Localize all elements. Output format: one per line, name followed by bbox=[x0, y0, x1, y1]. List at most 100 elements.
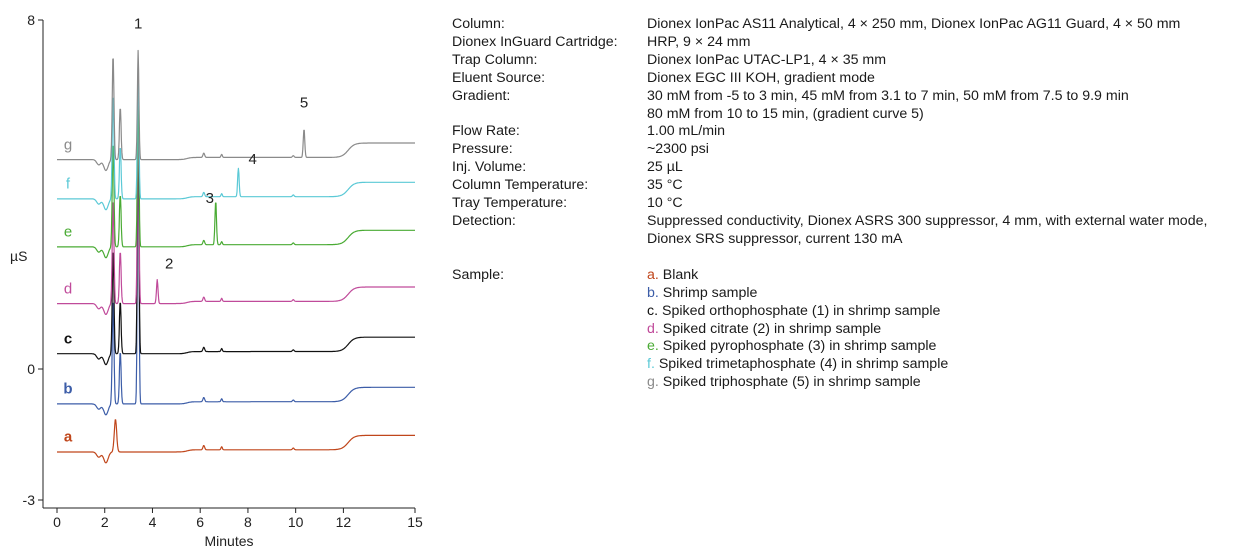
sample-item-letter: d. bbox=[647, 321, 659, 337]
info-label: Flow Rate: bbox=[452, 123, 647, 141]
info-label: Detection: bbox=[452, 213, 647, 249]
info-value-line: Dionex IonPac AS11 Analytical, 4 × 250 m… bbox=[647, 16, 1232, 34]
sample-item-text: Spiked trimetaphosphate (4) in shrimp sa… bbox=[655, 356, 948, 372]
info-value: 1.00 mL/min bbox=[647, 123, 1232, 141]
sample-item-text: Blank bbox=[659, 267, 698, 283]
x-tick-label-4: 8 bbox=[244, 514, 252, 530]
sample-label: Sample: bbox=[452, 267, 647, 392]
y-axis-label: µS bbox=[10, 248, 27, 264]
trace-d bbox=[57, 107, 415, 314]
y-tick-label-2: 8 bbox=[27, 12, 35, 28]
x-tick-label-1: 2 bbox=[101, 514, 109, 530]
peak-label-1: 1 bbox=[134, 16, 142, 33]
info-value: 10 °C bbox=[647, 195, 1232, 213]
x-tick-label-5: 10 bbox=[288, 514, 304, 530]
trace-e bbox=[57, 85, 415, 257]
x-tick-label-0: 0 bbox=[53, 514, 61, 530]
sample-list: a. Blank b. Shrimp sample c. Spiked orthop… bbox=[647, 267, 1232, 392]
x-tick-label-6: 12 bbox=[336, 514, 352, 530]
trace-label-b: b bbox=[63, 381, 72, 398]
info-value: Suppressed conductivity, Dionex ASRS 300… bbox=[647, 213, 1232, 249]
info-value: Dionex EGC III KOH, gradient mode bbox=[647, 70, 1232, 88]
peak-label-4: 4 bbox=[249, 151, 257, 168]
sample-item-letter: e. bbox=[647, 338, 659, 354]
x-tick-label-2: 4 bbox=[149, 514, 157, 530]
info-row: Tray Temperature: 10 °C bbox=[452, 195, 1232, 213]
info-value: Dionex IonPac UTAC-LP1, 4 × 35 mm bbox=[647, 52, 1232, 70]
sample-item: e. Spiked pyrophosphate (3) in shrimp sa… bbox=[647, 338, 1232, 356]
info-value: Dionex IonPac AS11 Analytical, 4 × 250 m… bbox=[647, 16, 1232, 34]
sample-item-letter: a. bbox=[647, 267, 659, 283]
info-row: Flow Rate: 1.00 mL/min bbox=[452, 123, 1232, 141]
info-value-line: Dionex IonPac UTAC-LP1, 4 × 35 mm bbox=[647, 52, 1232, 70]
sample-item: f. Spiked trimetaphosphate (4) in shrimp… bbox=[647, 356, 1232, 374]
peak-label-5: 5 bbox=[300, 94, 308, 111]
info-label: Column Temperature: bbox=[452, 177, 647, 195]
info-row: Trap Column: Dionex IonPac UTAC-LP1, 4 × … bbox=[452, 52, 1232, 70]
info-row: Column Temperature: 35 °C bbox=[452, 177, 1232, 195]
info-value-line: Suppressed conductivity, Dionex ASRS 300… bbox=[647, 213, 1232, 231]
peak-label-2: 2 bbox=[165, 256, 173, 273]
sample-item-letter: b. bbox=[647, 285, 659, 301]
x-axis-label: Minutes bbox=[204, 533, 253, 548]
info-value-line: 10 °C bbox=[647, 195, 1232, 213]
y-tick-label-1: 0 bbox=[27, 361, 35, 377]
sample-item-text: Spiked triphosphate (5) in shrimp sample bbox=[659, 374, 921, 390]
trace-label-g: g bbox=[64, 136, 72, 153]
info-value-line: 30 mM from -5 to 3 min, 45 mM from 3.1 t… bbox=[647, 88, 1232, 106]
sample-item-text: Shrimp sample bbox=[659, 285, 758, 301]
trace-b bbox=[57, 125, 415, 415]
info-value: ~2300 psi bbox=[647, 141, 1232, 159]
trace-label-c: c bbox=[64, 330, 72, 347]
info-label: Dionex InGuard Cartridge: bbox=[452, 34, 647, 52]
sample-item-letter: g. bbox=[647, 374, 659, 390]
info-value: 25 µL bbox=[647, 159, 1232, 177]
sample-item-text: Spiked orthophosphate (1) in shrimp samp… bbox=[658, 303, 940, 319]
info-label: Column: bbox=[452, 16, 647, 34]
info-value-line: 1.00 mL/min bbox=[647, 123, 1232, 141]
info-value: 30 mM from -5 to 3 min, 45 mM from 3.1 t… bbox=[647, 88, 1232, 124]
sample-item-letter: c. bbox=[647, 303, 658, 319]
x-tick-label-7: 15 bbox=[407, 514, 423, 530]
trace-label-f: f bbox=[66, 176, 71, 193]
sample-item-text: Spiked pyrophosphate (3) in shrimp sampl… bbox=[659, 338, 937, 354]
info-label: Eluent Source: bbox=[452, 70, 647, 88]
y-tick-label-0: -3 bbox=[23, 492, 36, 508]
info-label: Trap Column: bbox=[452, 52, 647, 70]
trace-label-d: d bbox=[64, 280, 72, 297]
peak-label-3: 3 bbox=[206, 190, 214, 207]
trace-g bbox=[57, 51, 415, 171]
info-value: HRP, 9 × 24 mm bbox=[647, 34, 1232, 52]
info-label: Pressure: bbox=[452, 141, 647, 159]
sample-item: c. Spiked orthophosphate (1) in shrimp s… bbox=[647, 303, 1232, 321]
info-value-line: Dionex EGC III KOH, gradient mode bbox=[647, 70, 1232, 88]
sample-item: b. Shrimp sample bbox=[647, 285, 1232, 303]
info-value-line: Dionex SRS suppressor, current 130 mA bbox=[647, 231, 1232, 249]
sample-item: a. Blank bbox=[647, 267, 1232, 285]
sample-row: Sample: a. Blank b. Shrimp sample c. Spiked… bbox=[452, 267, 1232, 392]
info-value-line: 80 mM from 10 to 15 min, (gradient curve… bbox=[647, 106, 1232, 124]
trace-f bbox=[57, 68, 415, 210]
trace-label-a: a bbox=[64, 429, 73, 446]
info-label: Inj. Volume: bbox=[452, 159, 647, 177]
info-value-line: 25 µL bbox=[647, 159, 1232, 177]
method-info-panel: Column: Dionex IonPac AS11 Analytical, 4 … bbox=[452, 16, 1232, 392]
sample-item-letter: f. bbox=[647, 356, 655, 372]
info-label: Tray Temperature: bbox=[452, 195, 647, 213]
sample-item: d. Spiked citrate (2) in shrimp sample bbox=[647, 321, 1232, 339]
x-tick-label-3: 6 bbox=[196, 514, 204, 530]
chromatogram-traces bbox=[57, 51, 415, 463]
info-value-line: 35 °C bbox=[647, 177, 1232, 195]
sample-item-text: Spiked citrate (2) in shrimp sample bbox=[659, 321, 881, 337]
trace-a bbox=[57, 420, 415, 463]
info-value-line: ~2300 psi bbox=[647, 141, 1232, 159]
info-row: Detection: Suppressed conductivity, Dione… bbox=[452, 213, 1232, 249]
info-value-line: HRP, 9 × 24 mm bbox=[647, 34, 1232, 52]
info-row: Gradient: 30 mM from -5 to 3 min, 45 mM f… bbox=[452, 88, 1232, 124]
info-row: Pressure: ~2300 psi bbox=[452, 141, 1232, 159]
trace-labels: a b c d e f g bbox=[63, 136, 72, 445]
info-label: Gradient: bbox=[452, 88, 647, 124]
trace-label-e: e bbox=[64, 224, 72, 241]
info-row: Column: Dionex IonPac AS11 Analytical, 4 … bbox=[452, 16, 1232, 34]
